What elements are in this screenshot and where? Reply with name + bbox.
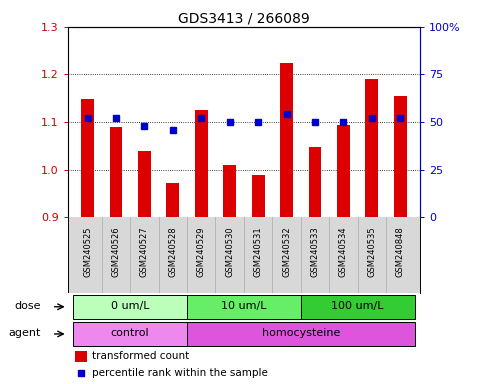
Bar (366, 79, 378, 217)
Bar (187, 322, 414, 346)
Text: GSM240848: GSM240848 (396, 226, 405, 277)
Text: control: control (111, 328, 150, 338)
Bar (195, 110, 208, 217)
Text: GSM240532: GSM240532 (282, 226, 291, 277)
Text: GSM240526: GSM240526 (112, 226, 120, 277)
Title: GDS3413 / 266089: GDS3413 / 266089 (178, 12, 310, 26)
Bar (187, 295, 301, 319)
Bar (280, 63, 293, 217)
Bar (138, 151, 151, 217)
Text: dose: dose (14, 301, 41, 311)
Text: homocysteine: homocysteine (262, 328, 340, 338)
Text: 10 um/L: 10 um/L (221, 301, 267, 311)
Text: GSM240525: GSM240525 (83, 226, 92, 277)
Bar (309, 147, 321, 217)
Bar (167, 183, 179, 217)
Bar (223, 165, 236, 217)
Bar (75, 351, 87, 362)
Text: GSM240531: GSM240531 (254, 226, 263, 277)
Bar (73, 322, 187, 346)
Text: agent: agent (9, 328, 41, 338)
Bar (337, 125, 350, 217)
Bar (394, 96, 407, 217)
Text: GSM240534: GSM240534 (339, 226, 348, 277)
Text: GSM240529: GSM240529 (197, 226, 206, 277)
Text: 0 um/L: 0 um/L (111, 301, 149, 311)
Text: transformed count: transformed count (92, 351, 189, 361)
Bar (110, 127, 122, 217)
Text: GSM240528: GSM240528 (169, 226, 177, 277)
Bar (301, 295, 414, 319)
Text: GSM240527: GSM240527 (140, 226, 149, 277)
Text: GSM240533: GSM240533 (311, 226, 319, 277)
Text: percentile rank within the sample: percentile rank within the sample (92, 368, 268, 378)
Text: 100 um/L: 100 um/L (331, 301, 384, 311)
Text: GSM240530: GSM240530 (225, 226, 234, 277)
Bar (73, 295, 187, 319)
Text: GSM240535: GSM240535 (368, 226, 376, 277)
Bar (252, 175, 265, 217)
Bar (81, 99, 94, 217)
